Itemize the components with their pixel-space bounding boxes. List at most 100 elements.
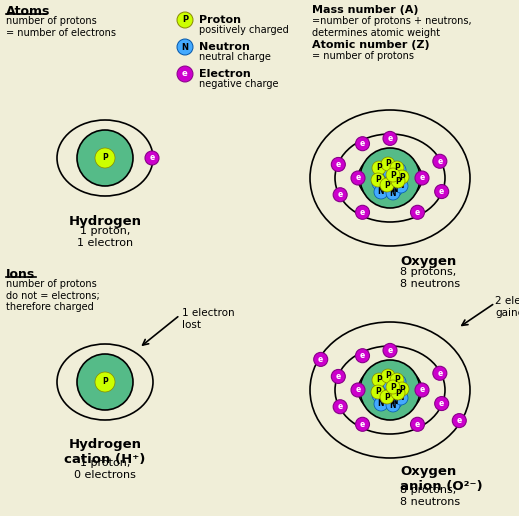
Text: Mass number (A): Mass number (A) xyxy=(312,5,418,15)
Text: e: e xyxy=(415,208,420,217)
Circle shape xyxy=(386,168,400,182)
Text: e: e xyxy=(360,208,365,217)
Circle shape xyxy=(394,391,408,405)
Text: N: N xyxy=(398,394,404,402)
Text: = number of protons: = number of protons xyxy=(312,51,414,61)
Circle shape xyxy=(333,188,347,202)
Text: Hydrogen
cation (H⁺): Hydrogen cation (H⁺) xyxy=(64,438,146,466)
Text: e: e xyxy=(360,420,365,429)
Circle shape xyxy=(356,417,370,431)
Text: 1 proton,
1 electron: 1 proton, 1 electron xyxy=(77,226,133,248)
Circle shape xyxy=(372,176,386,190)
Circle shape xyxy=(378,182,392,196)
Text: P: P xyxy=(394,164,400,172)
Text: e: e xyxy=(387,346,393,355)
Circle shape xyxy=(371,173,385,187)
Text: N: N xyxy=(392,185,398,195)
Text: Oxygen: Oxygen xyxy=(400,255,456,268)
Circle shape xyxy=(356,205,370,219)
Text: P: P xyxy=(395,176,401,185)
Text: number of protons
do not = electrons;
therefore charged: number of protons do not = electrons; th… xyxy=(6,279,100,312)
Text: P: P xyxy=(384,181,390,189)
Text: e: e xyxy=(360,351,365,360)
Circle shape xyxy=(411,205,425,219)
Circle shape xyxy=(435,185,449,199)
Circle shape xyxy=(433,366,447,380)
Text: Ions: Ions xyxy=(6,268,35,281)
Circle shape xyxy=(177,66,193,82)
Text: N: N xyxy=(382,185,388,194)
Circle shape xyxy=(177,12,193,28)
Text: N: N xyxy=(376,179,383,187)
Circle shape xyxy=(415,383,429,397)
Circle shape xyxy=(371,385,385,399)
Circle shape xyxy=(374,185,388,199)
Circle shape xyxy=(386,398,400,412)
Text: N: N xyxy=(390,188,396,198)
Text: N: N xyxy=(392,397,398,407)
Circle shape xyxy=(360,148,420,208)
Circle shape xyxy=(351,383,365,397)
Circle shape xyxy=(388,183,402,197)
Text: Atoms: Atoms xyxy=(6,5,50,18)
Text: P: P xyxy=(182,15,188,24)
Circle shape xyxy=(390,161,404,175)
Circle shape xyxy=(391,386,405,400)
Circle shape xyxy=(381,369,395,383)
Text: P: P xyxy=(384,393,390,401)
Text: number of protons
= number of electrons: number of protons = number of electrons xyxy=(6,16,116,38)
Circle shape xyxy=(415,171,429,185)
Text: N: N xyxy=(376,391,383,399)
Text: P: P xyxy=(390,382,396,392)
Text: N: N xyxy=(378,399,384,409)
Circle shape xyxy=(356,349,370,363)
Circle shape xyxy=(395,382,409,396)
Text: P: P xyxy=(102,378,108,386)
Circle shape xyxy=(391,174,405,188)
Text: Oxygen
anion (O²⁻): Oxygen anion (O²⁻) xyxy=(400,465,483,493)
Text: e: e xyxy=(318,355,323,364)
Text: P: P xyxy=(376,164,382,172)
Text: e: e xyxy=(437,157,443,166)
Circle shape xyxy=(411,417,425,431)
Text: e: e xyxy=(387,134,393,143)
Circle shape xyxy=(395,170,409,184)
Text: e: e xyxy=(337,190,343,199)
Text: e: e xyxy=(336,160,341,169)
Text: 1 proton,
0 electrons: 1 proton, 0 electrons xyxy=(74,458,136,479)
Text: 8 protons,
8 neutrons: 8 protons, 8 neutrons xyxy=(400,267,460,288)
Text: Hydrogen: Hydrogen xyxy=(69,215,142,228)
Circle shape xyxy=(351,171,365,185)
Circle shape xyxy=(374,397,388,411)
Circle shape xyxy=(177,39,193,55)
Circle shape xyxy=(381,157,395,171)
Circle shape xyxy=(383,132,397,146)
Circle shape xyxy=(380,390,394,404)
Text: e: e xyxy=(360,139,365,148)
Text: e: e xyxy=(182,70,188,78)
Circle shape xyxy=(313,352,327,366)
Circle shape xyxy=(331,157,345,171)
Circle shape xyxy=(383,165,397,179)
Text: 2 electrons
gained: 2 electrons gained xyxy=(495,296,519,318)
Text: P: P xyxy=(394,376,400,384)
Circle shape xyxy=(380,178,394,192)
Text: =number of protons + neutrons,
determines atomic weight: =number of protons + neutrons, determine… xyxy=(312,16,472,38)
Circle shape xyxy=(433,154,447,168)
Text: N: N xyxy=(396,378,402,386)
Text: Electron: Electron xyxy=(199,69,251,79)
Text: e: e xyxy=(336,372,341,381)
Circle shape xyxy=(386,380,400,394)
Circle shape xyxy=(378,394,392,408)
Circle shape xyxy=(77,130,133,186)
Text: N: N xyxy=(398,182,404,190)
Text: e: e xyxy=(437,369,443,378)
Text: N: N xyxy=(378,187,384,197)
Circle shape xyxy=(435,396,449,411)
Text: P: P xyxy=(376,376,382,384)
Text: P: P xyxy=(399,384,405,394)
Circle shape xyxy=(356,137,370,151)
Circle shape xyxy=(383,344,397,358)
Text: P: P xyxy=(390,170,396,180)
Text: e: e xyxy=(356,385,361,395)
